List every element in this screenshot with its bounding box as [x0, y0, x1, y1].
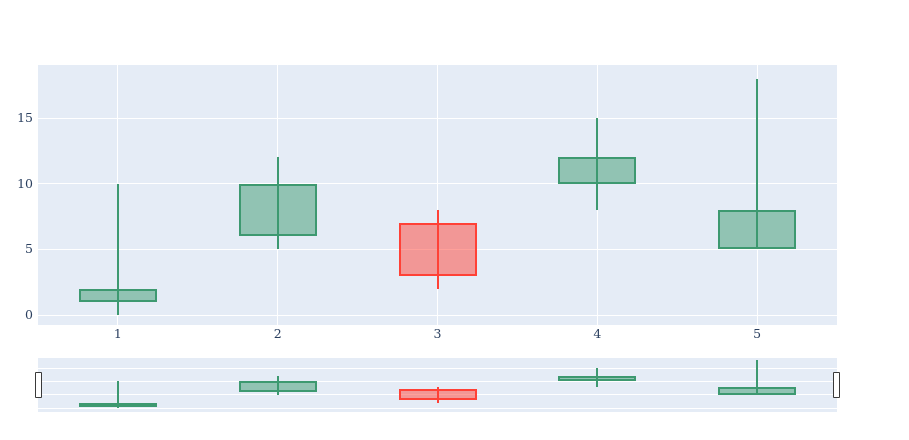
x-tick-label: 4 [593, 326, 602, 341]
y-tick-label: 15 [17, 110, 33, 126]
candle-body[interactable] [718, 209, 797, 250]
candle-body[interactable] [398, 223, 477, 276]
v-gridline [437, 65, 438, 325]
candle-wick [756, 78, 759, 250]
y-tick-label: 0 [25, 307, 33, 323]
h-gridline [38, 367, 837, 369]
x-tick-label: 3 [433, 326, 442, 341]
rangeslider-track[interactable] [38, 358, 837, 412]
candle-body[interactable] [78, 402, 157, 407]
candle-wick [756, 360, 759, 395]
main-plot-area[interactable] [38, 65, 837, 325]
h-gridline [38, 380, 837, 382]
h-gridline [38, 407, 837, 409]
candle-wick [116, 183, 119, 316]
candle-body[interactable] [238, 381, 317, 392]
x-tick-label: 1 [113, 326, 122, 341]
y-tick-label: 10 [17, 175, 33, 191]
rangeslider-right-handle[interactable] [833, 372, 840, 398]
candle-body[interactable] [238, 183, 317, 237]
candle-body[interactable] [78, 288, 157, 302]
candle-body[interactable] [558, 157, 637, 184]
y-tick-label: 5 [25, 241, 33, 257]
candle-wick [116, 381, 119, 408]
rangeslider-left-handle[interactable] [35, 372, 42, 398]
candle-body[interactable] [718, 386, 797, 395]
candle-body[interactable] [558, 376, 637, 382]
x-tick-label: 2 [273, 326, 282, 341]
candle-body[interactable] [398, 389, 477, 400]
x-tick-label: 5 [753, 326, 762, 341]
